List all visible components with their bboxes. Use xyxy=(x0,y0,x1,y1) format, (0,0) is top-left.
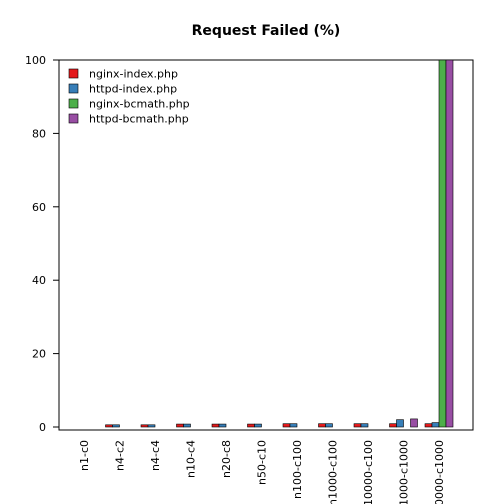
bar-nginx-index-php-10 xyxy=(424,423,433,428)
x-tick-label: n4-c4 xyxy=(149,440,162,471)
bar-nginx-index-php-4 xyxy=(211,423,220,428)
y-tick-label: 100 xyxy=(25,54,46,67)
legend-label: nginx-bcmath.php xyxy=(89,98,190,111)
bar-httpd-index-php-9 xyxy=(396,419,404,428)
x-tick-label: n1-c0 xyxy=(78,440,91,471)
x-tick-label: n4-c2 xyxy=(114,440,127,471)
bar-nginx-index-php-6 xyxy=(282,423,291,428)
x-tick-label: n10000-c1000 xyxy=(433,440,446,504)
bar-httpd-index-php-3 xyxy=(183,423,191,428)
x-tick-label: n20-c8 xyxy=(220,440,233,478)
x-tick-label: n1000-c1000 xyxy=(398,440,411,504)
bar-httpd-index-php-5 xyxy=(254,423,262,428)
x-tick-label: n10-c4 xyxy=(185,440,198,478)
legend-label: nginx-index.php xyxy=(89,68,178,81)
bar-nginx-index-php-3 xyxy=(176,423,184,428)
bar-httpd-bcmath-php-9 xyxy=(410,418,418,428)
legend-label: httpd-index.php xyxy=(89,83,177,96)
legend-swatch xyxy=(68,98,79,109)
x-tick-label: n1000-c100 xyxy=(327,440,340,504)
bars xyxy=(105,59,454,428)
bar-httpd-index-php-6 xyxy=(289,423,298,428)
bar-httpd-index-php-8 xyxy=(360,423,369,428)
y-tick-label: 0 xyxy=(39,421,46,434)
x-axis: n1-c0 n4-c2 n4-c4 n10-c4 n20-c8 n50-c10 n100-c… xyxy=(78,440,446,504)
y-axis: 0 20 40 60 80 100 xyxy=(25,54,59,434)
bar-nginx-index-php-2 xyxy=(140,424,149,428)
bar-httpd-index-php-2 xyxy=(147,424,156,428)
bar-nginx-index-php-7 xyxy=(318,423,326,428)
bar-nginx-index-php-5 xyxy=(247,423,255,428)
bar-nginx-bcmath-php-10 xyxy=(438,59,447,428)
bar-nginx-index-php-9 xyxy=(389,423,397,428)
bar-nginx-index-php-1 xyxy=(105,424,113,428)
y-tick-label: 40 xyxy=(32,274,46,287)
bar-httpd-index-php-4 xyxy=(218,423,227,428)
y-tick-label: 60 xyxy=(32,201,46,214)
legend: nginx-index.php httpd-index.php nginx-bcma… xyxy=(68,68,190,126)
legend-swatch xyxy=(68,68,79,79)
legend-label: httpd-bcmath.php xyxy=(89,113,189,126)
x-tick-label: n50-c10 xyxy=(256,440,269,485)
bar-httpd-index-php-1 xyxy=(112,424,120,428)
bar-httpd-index-php-10 xyxy=(431,422,440,428)
x-tick-label: n10000-c100 xyxy=(362,440,375,504)
x-tick-label: n100-c100 xyxy=(291,440,304,499)
y-tick-label: 20 xyxy=(32,348,46,361)
legend-swatch xyxy=(68,83,79,94)
plot-frame xyxy=(58,59,474,431)
bar-httpd-bcmath-php-10 xyxy=(445,59,454,428)
chart-title: Request Failed (%) xyxy=(192,23,341,39)
bar-nginx-index-php-8 xyxy=(353,423,362,428)
y-tick-label: 80 xyxy=(32,127,46,140)
legend-swatch xyxy=(68,113,79,124)
bar-httpd-index-php-7 xyxy=(325,423,333,428)
